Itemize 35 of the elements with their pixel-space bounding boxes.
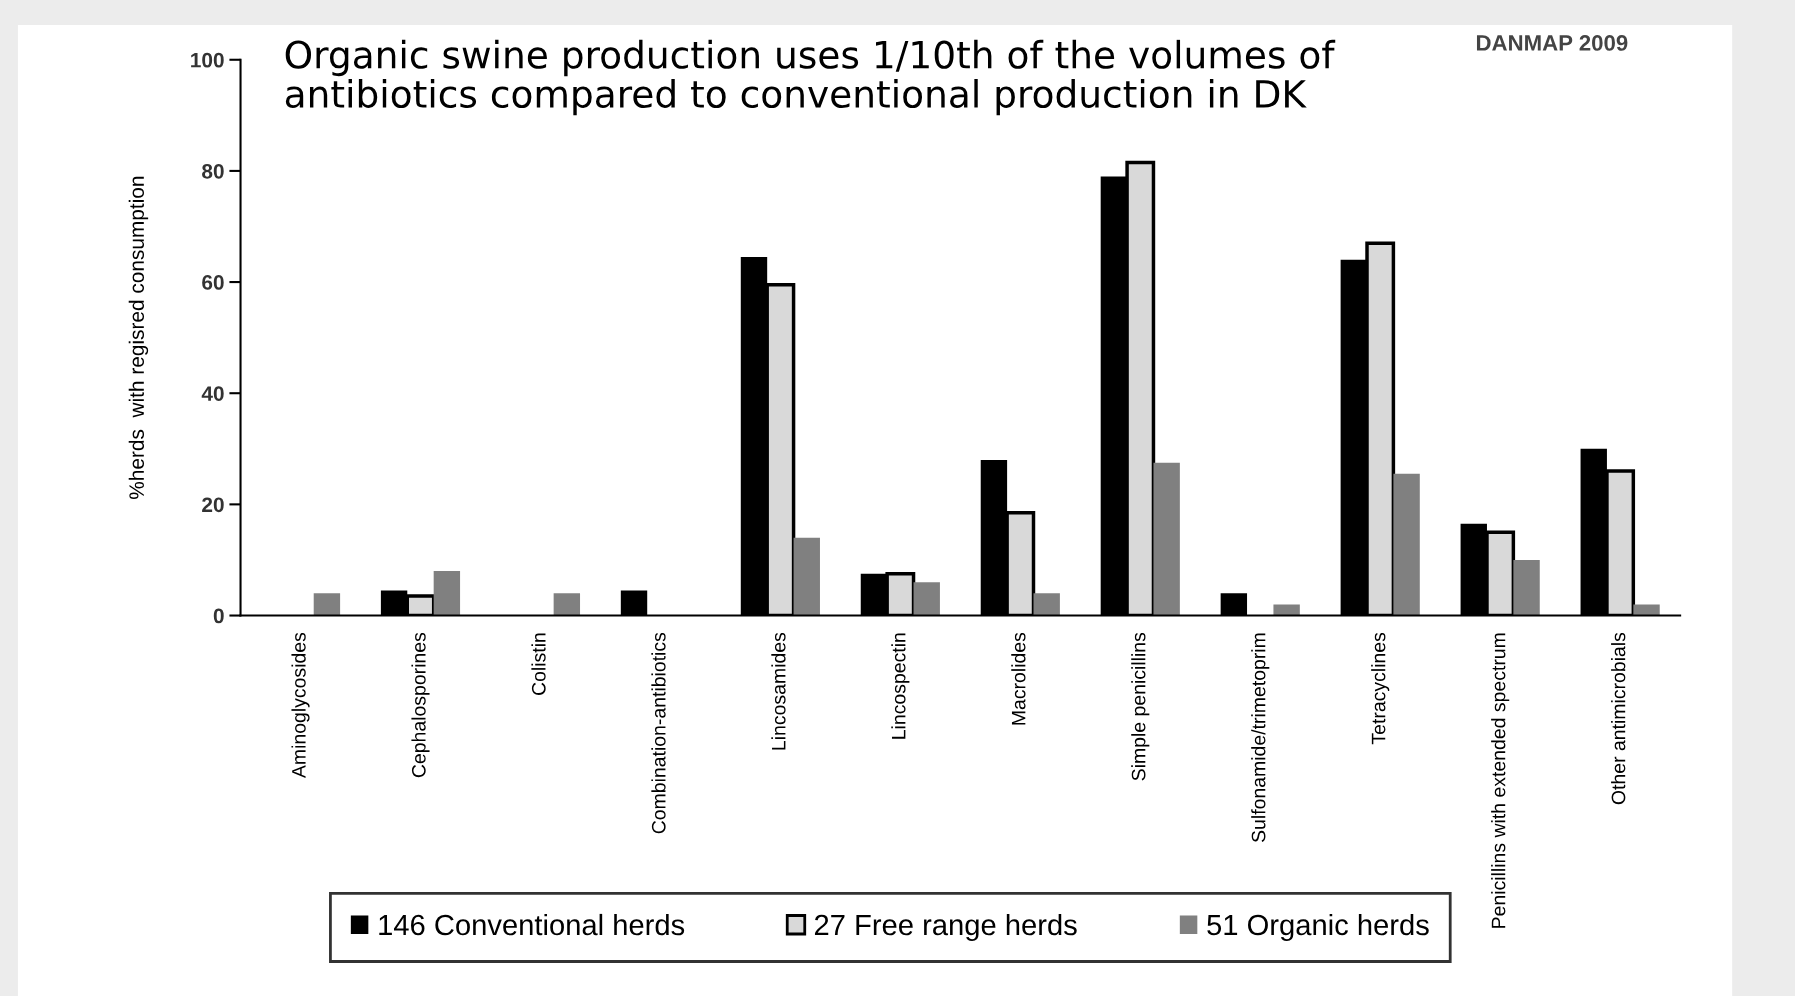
x-tick-label: Macrolides [1011,632,1026,725]
x-tick-label: Colistin [531,633,546,695]
bar [1153,462,1180,616]
text: DANMAP 2009 [1476,35,1628,51]
legend-label: 146 Conventional herds [379,913,685,936]
x-tick-label: Tetracyclines [1371,632,1390,745]
x-tick-label: Simple penicillins [1131,632,1150,781]
y-tick-label: 100 [191,52,224,68]
bar [313,593,341,616]
y-axis-title: %herds with regisred consumption [128,176,149,500]
bar [1633,604,1660,616]
bar [1393,473,1420,616]
x-tick-label: Sulfonamide/trimetoprim [1251,633,1270,843]
bar [1033,593,1060,616]
bar [793,537,820,616]
y-tick-label: 0 [213,608,224,624]
x-tick-label: Lincospectin [891,633,910,739]
y-tick-label: 80 [202,163,224,179]
x-tick-label: Combination-antibiotics [651,632,666,834]
bar [1513,559,1540,616]
x-tick-label: Penicillins with extended spectrum [1491,633,1510,928]
bar [1273,604,1300,616]
legend-label: 27 Free range herds [814,913,1077,942]
legend-label: 51 Organic herds [1207,913,1429,942]
y-tick-label: 20 [202,497,224,513]
chart-title: Organic swine production uses 1/10th of the volumes of antibiotics compared to conventional production in DK [285,39,1336,116]
x-tick-label: Lincosamides [771,632,786,750]
y-tick-label: 60 [202,275,224,290]
x-tick-label: Other antimicrobials [1611,632,1626,805]
bar [913,582,940,616]
y-tick-label: 40 [201,386,224,401]
x-tick-label: Cephalosporines [411,632,430,778]
x-tick-label: Aminoglycosides [291,632,310,779]
bar [553,593,581,616]
bar [433,571,461,616]
